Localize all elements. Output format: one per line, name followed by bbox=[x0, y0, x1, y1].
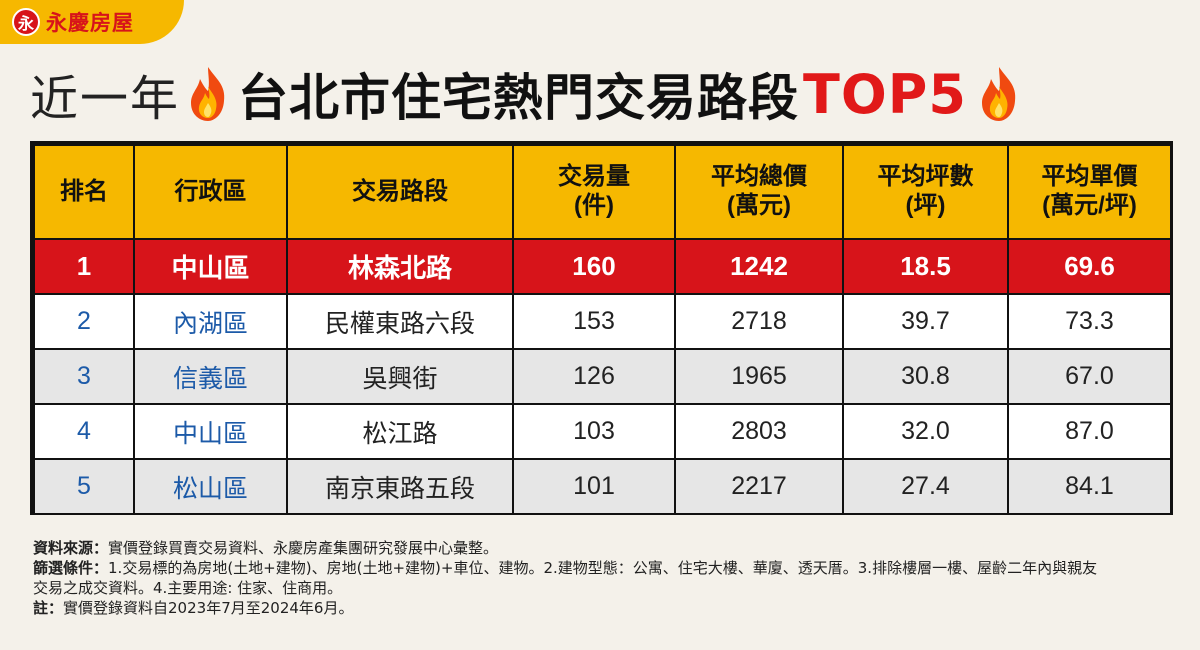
cell-road: 民權東路六段 bbox=[286, 293, 514, 350]
cell-volume: 160 bbox=[512, 238, 676, 295]
note-source: 資料來源：實價登錄買賣交易資料、永慶房產集團研究發展中心彙整。 bbox=[33, 538, 1173, 558]
cell-rank: 5 bbox=[33, 458, 135, 515]
table-row: 4 中山區 松江路 103 2803 32.0 87.0 bbox=[33, 403, 1172, 460]
table-header-row: 排名 行政區 交易路段 交易量 (件) 平均總價 (萬元) 平均坪數 (坪) 平均單價… bbox=[33, 144, 1172, 240]
cell-district: 松山區 bbox=[133, 458, 288, 515]
cell-avg-unit: 73.3 bbox=[1007, 293, 1172, 350]
cell-rank: 1 bbox=[33, 238, 135, 295]
table-row: 3 信義區 吳興街 126 1965 30.8 67.0 bbox=[33, 348, 1172, 405]
cell-district: 中山區 bbox=[133, 403, 288, 460]
cell-avg-ping: 27.4 bbox=[842, 458, 1009, 515]
cell-volume: 103 bbox=[512, 403, 676, 460]
table-row: 2 內湖區 民權東路六段 153 2718 39.7 73.3 bbox=[33, 293, 1172, 350]
brand-name: 永慶房屋 bbox=[46, 11, 134, 35]
header-avg-total: 平均總價 (萬元) bbox=[674, 144, 844, 240]
cell-district: 信義區 bbox=[133, 348, 288, 405]
cell-avg-total: 2718 bbox=[674, 293, 844, 350]
title-highlight: TOP5 bbox=[803, 62, 967, 126]
cell-road: 林森北路 bbox=[286, 238, 514, 295]
header-rank: 排名 bbox=[33, 144, 135, 240]
header-road: 交易路段 bbox=[286, 144, 514, 240]
cell-avg-total: 1965 bbox=[674, 348, 844, 405]
cell-avg-total: 2217 bbox=[674, 458, 844, 515]
header-district: 行政區 bbox=[133, 144, 288, 240]
cell-road: 松江路 bbox=[286, 403, 514, 460]
note-period-text: 實價登錄資料自2023年7月至2024年6月。 bbox=[63, 599, 354, 617]
cell-avg-unit: 84.1 bbox=[1007, 458, 1172, 515]
cell-volume: 101 bbox=[512, 458, 676, 515]
cell-avg-unit: 87.0 bbox=[1007, 403, 1172, 460]
cell-rank: 2 bbox=[33, 293, 135, 350]
cell-road: 南京東路五段 bbox=[286, 458, 514, 515]
cell-district: 內湖區 bbox=[133, 293, 288, 350]
cell-avg-total: 1242 bbox=[674, 238, 844, 295]
cell-avg-unit: 67.0 bbox=[1007, 348, 1172, 405]
note-source-text: 實價登錄買賣交易資料、永慶房產集團研究發展中心彙整。 bbox=[108, 539, 499, 557]
page-title: 近一年 台北市住宅熱門交易路段 TOP5 bbox=[30, 56, 1180, 132]
table-row: 5 松山區 南京東路五段 101 2217 27.4 84.1 bbox=[33, 458, 1172, 515]
cell-rank: 4 bbox=[33, 403, 135, 460]
cell-avg-unit: 69.6 bbox=[1007, 238, 1172, 295]
cell-avg-total: 2803 bbox=[674, 403, 844, 460]
table-row: 1 中山區 林森北路 160 1242 18.5 69.6 bbox=[33, 238, 1172, 295]
header-avg-ping: 平均坪數 (坪) bbox=[842, 144, 1009, 240]
note-period: 註：實價登錄資料自2023年7月至2024年6月。 bbox=[33, 598, 1173, 618]
cell-avg-ping: 39.7 bbox=[842, 293, 1009, 350]
fire-icon bbox=[981, 67, 1016, 121]
cell-volume: 153 bbox=[512, 293, 676, 350]
title-main: 台北市住宅熱門交易路段 bbox=[238, 69, 800, 127]
cell-avg-ping: 18.5 bbox=[842, 238, 1009, 295]
note-criteria-cont: 交易之成交資料。4.主要用途: 住家、住商用。 bbox=[33, 579, 343, 597]
ranking-table: 排名 行政區 交易路段 交易量 (件) 平均總價 (萬元) 平均坪數 (坪) 平均單價… bbox=[30, 141, 1173, 515]
cell-rank: 3 bbox=[33, 348, 135, 405]
cell-road: 吳興街 bbox=[286, 348, 514, 405]
note-criteria-label: 篩選條件： bbox=[33, 559, 109, 577]
note-period-label: 註： bbox=[33, 599, 64, 617]
brand-logo-mark: 永 bbox=[12, 8, 40, 36]
footnotes: 資料來源：實價登錄買賣交易資料、永慶房產集團研究發展中心彙整。 篩選條件：1.交… bbox=[33, 538, 1173, 618]
cell-avg-ping: 32.0 bbox=[842, 403, 1009, 460]
fire-icon bbox=[191, 67, 225, 121]
cell-volume: 126 bbox=[512, 348, 676, 405]
note-source-label: 資料來源： bbox=[33, 539, 109, 557]
note-criteria: 篩選條件：1.交易標的為房地(土地+建物)、房地(土地+建物)+車位、建物。2.… bbox=[33, 558, 1173, 578]
title-prefix: 近一年 bbox=[30, 71, 181, 127]
brand-logo: 永 永慶房屋 bbox=[0, 0, 184, 44]
header-volume: 交易量 (件) bbox=[512, 144, 676, 240]
note-criteria-text: 1.交易標的為房地(土地+建物)、房地(土地+建物)+車位、建物。2.建物型態：… bbox=[108, 559, 1098, 577]
cell-district: 中山區 bbox=[133, 238, 288, 295]
header-avg-unit: 平均單價 (萬元/坪) bbox=[1007, 144, 1172, 240]
cell-avg-ping: 30.8 bbox=[842, 348, 1009, 405]
